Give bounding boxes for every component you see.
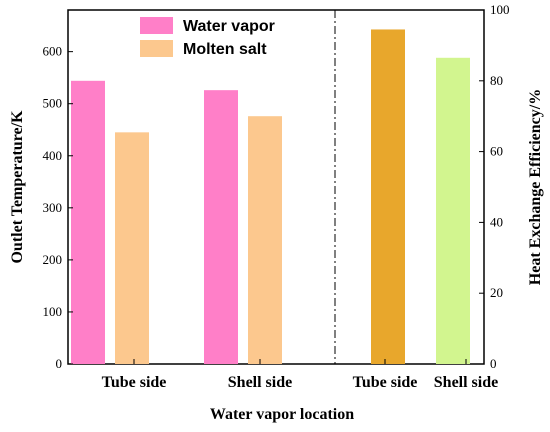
right-tick-label: 20 — [490, 285, 503, 300]
x-axis-label: Water vapor location — [210, 406, 354, 423]
left-tick-label: 500 — [43, 96, 63, 111]
bar-water-vapor — [204, 90, 238, 364]
right-tick-label: 60 — [490, 144, 503, 159]
category-label: Tube side — [102, 374, 167, 391]
category-label: Tube side — [353, 374, 418, 391]
right-tick-label: 40 — [490, 214, 503, 229]
legend-swatch — [140, 17, 173, 34]
legend-swatch — [140, 40, 173, 57]
left-tick-label: 200 — [43, 252, 63, 267]
left-tick-label: 100 — [43, 304, 63, 319]
bar-efficiency — [371, 29, 405, 364]
bar-molten-salt — [248, 116, 282, 364]
legend-label: Molten salt — [183, 41, 267, 58]
legend-label: Water vapor — [183, 18, 275, 35]
left-tick-label: 0 — [56, 356, 63, 371]
legend: Water vapor Molten salt — [140, 17, 275, 58]
category-label: Shell side — [228, 374, 292, 391]
axes: 0 100 200 300 400 500 600 0 20 40 60 80 100 Tube side… — [43, 2, 510, 391]
left-tick-label: 300 — [43, 200, 63, 215]
bar-molten-salt — [115, 132, 149, 364]
left-tick-label: 400 — [43, 148, 63, 163]
right-tick-label: 80 — [490, 73, 503, 88]
bar-efficiency — [436, 57, 470, 364]
bar-water-vapor — [71, 80, 105, 365]
left-tick-label: 600 — [43, 44, 63, 59]
right-y-axis-label: Heat Exchange Efficiency/% — [527, 89, 544, 285]
bars — [71, 29, 470, 365]
right-tick-label: 100 — [490, 2, 510, 17]
left-y-axis-label: Outlet Temperature/K — [9, 110, 26, 264]
category-label: Shell side — [434, 374, 498, 391]
right-tick-label: 0 — [490, 356, 497, 371]
